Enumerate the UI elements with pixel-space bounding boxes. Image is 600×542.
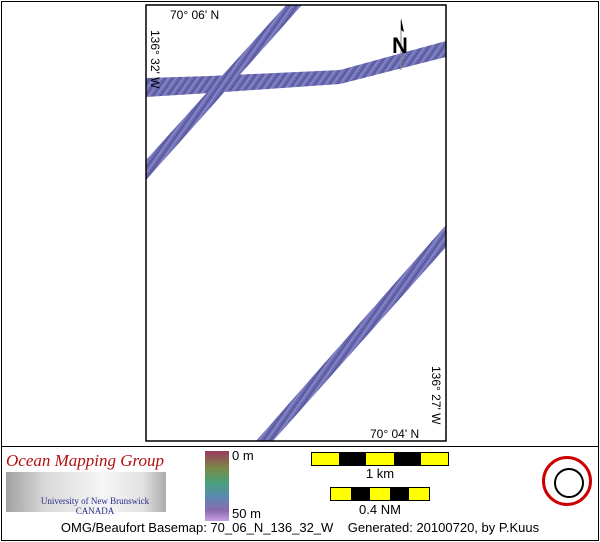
north-label: N <box>392 33 408 58</box>
bottom-latitude-label: 70° 04' N <box>370 427 420 441</box>
basemap-name: OMG/Beaufort Basemap: 70_06_N_136_32_W <box>60 520 334 535</box>
legend-divider <box>1 446 599 447</box>
left-longitude-label: 136° 32' W <box>148 30 162 89</box>
footer-text: OMG/Beaufort Basemap: 70_06_N_136_32_W G… <box>0 520 600 535</box>
omg-logo-image <box>6 472 166 512</box>
unb-geodesy-seal-logo <box>542 456 592 506</box>
depth-max-label: 50 m <box>232 506 261 521</box>
swath-diagonal-lower <box>256 225 446 441</box>
depth-min-label: 0 m <box>232 448 254 463</box>
scale-bar-km <box>311 452 449 466</box>
depth-colorbar <box>205 451 229 521</box>
university-name: University of New Brunswick <box>40 496 150 506</box>
scale-km-label: 1 km <box>365 466 395 481</box>
omg-logo-title: Ocean Mapping Group <box>6 451 165 470</box>
swath-diagonal-upper <box>146 5 302 180</box>
north-arrow-icon <box>400 18 404 70</box>
map-frame <box>145 4 447 442</box>
right-longitude-label: 136° 27' W <box>429 366 443 425</box>
scale-bar-nm <box>330 487 430 501</box>
country-name: CANADA <box>75 506 115 516</box>
scale-nm-label: 0.4 NM <box>359 502 401 517</box>
generated-info: Generated: 20100720, by P.Kuus <box>347 520 540 535</box>
globe-icon <box>554 468 584 498</box>
top-latitude-label: 70° 06' N <box>170 8 220 22</box>
omg-logo-subtitle: University of New Brunswick CANADA <box>20 496 170 516</box>
